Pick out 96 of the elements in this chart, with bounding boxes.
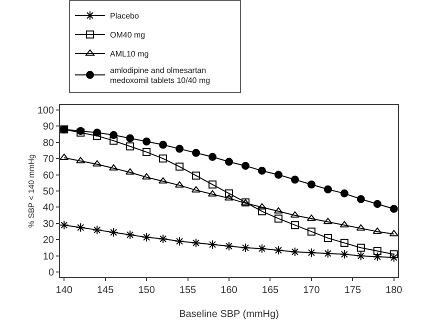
point (76, 222, 86, 232)
legend-label: Placebo (110, 12, 140, 21)
point (191, 238, 201, 248)
point (142, 148, 151, 156)
point (241, 162, 250, 170)
point (60, 154, 69, 160)
point (340, 238, 348, 247)
point (258, 207, 266, 216)
point (176, 162, 184, 171)
point (142, 138, 151, 146)
x-tick-label: 175 (344, 285, 362, 296)
point (224, 241, 234, 251)
y-axis-title: % SBP < 140 mmHg (27, 154, 36, 228)
point (208, 240, 218, 250)
y-tick-label: 20 (42, 235, 54, 246)
point (159, 140, 168, 149)
point (290, 247, 300, 257)
point (356, 195, 365, 204)
point (356, 244, 365, 252)
point (356, 251, 366, 261)
x-tick-label: 165 (262, 285, 279, 296)
point (208, 180, 217, 189)
point (126, 134, 134, 142)
point (110, 131, 118, 140)
y-tick-label: 10 (42, 251, 54, 262)
point (158, 177, 168, 184)
x-tick-label: 155 (179, 285, 197, 296)
point (373, 200, 382, 208)
y-tick-label: 40 (42, 202, 54, 214)
x-tick-label: 145 (96, 285, 114, 296)
point (159, 154, 168, 163)
point (274, 246, 284, 255)
point (93, 132, 102, 140)
point (225, 189, 233, 198)
point (389, 252, 398, 262)
point (274, 207, 283, 214)
x-tick-label: 150 (138, 285, 156, 296)
point (372, 252, 382, 262)
point (258, 166, 266, 175)
y-tick-label: 100 (37, 105, 54, 116)
point (290, 211, 300, 218)
point (108, 228, 118, 238)
x-axis-title: Baseline SBP (mmHg) (179, 309, 279, 320)
y-tick-label: 80 (42, 138, 54, 149)
point (390, 250, 398, 258)
point (109, 164, 118, 171)
legend-label: AML10 mg (110, 50, 149, 59)
legend-label: amlodipine and olmesartan medoxomil tablets 10/40 mg (110, 66, 210, 86)
point (126, 142, 134, 150)
point (224, 194, 234, 201)
point (307, 228, 316, 236)
point (208, 152, 217, 161)
x-tick-label: 170 (303, 285, 320, 296)
point (323, 248, 333, 258)
point (389, 230, 398, 236)
point (356, 224, 366, 231)
y-tick-label: 50 (42, 186, 54, 198)
point (174, 236, 184, 246)
point (92, 225, 102, 235)
point (110, 136, 118, 145)
x-tick-label: 160 (220, 285, 238, 296)
point (93, 128, 102, 137)
point (274, 170, 282, 179)
point (240, 243, 250, 252)
x-tick-label: 180 (386, 285, 403, 296)
point (257, 244, 267, 254)
point (274, 214, 282, 223)
point (307, 180, 316, 189)
y-tick-label: 70 (42, 154, 54, 166)
point (340, 189, 348, 198)
point (324, 234, 332, 242)
y-tick-label: 60 (42, 170, 54, 182)
point (390, 204, 398, 213)
point (175, 181, 184, 188)
point (60, 220, 69, 230)
point (192, 148, 200, 157)
point (340, 250, 350, 259)
point (76, 156, 86, 164)
point (306, 248, 316, 258)
point (290, 221, 299, 230)
point (323, 218, 332, 224)
point (176, 144, 184, 153)
point (290, 176, 299, 184)
point (324, 185, 332, 194)
point (373, 247, 382, 256)
y-tick-label: 90 (42, 122, 54, 133)
y-tick-label: 30 (42, 218, 54, 230)
point (225, 158, 233, 166)
x-tick-label: 140 (56, 285, 73, 296)
y-tick-label: 0 (48, 268, 54, 279)
point (125, 230, 135, 240)
point (142, 232, 152, 242)
legend-label: OM40 mg (110, 30, 146, 40)
point (158, 234, 168, 244)
point (192, 172, 200, 180)
point (126, 168, 135, 175)
